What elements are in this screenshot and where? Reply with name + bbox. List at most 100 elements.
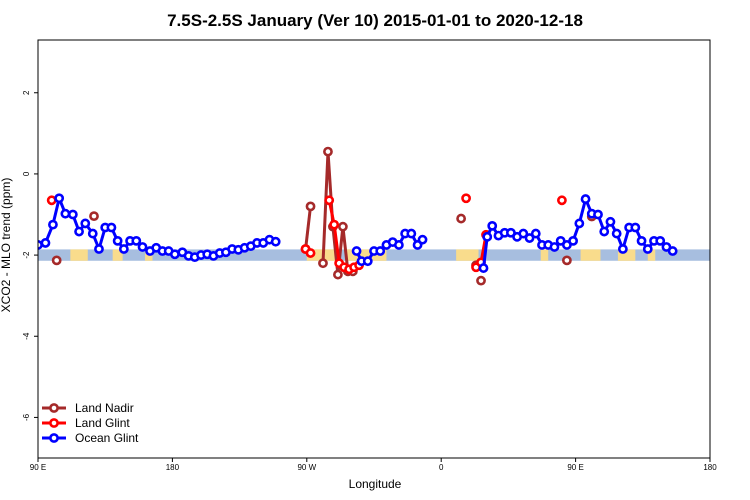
data-point — [580, 194, 591, 204]
data-point — [599, 226, 610, 237]
data-point — [112, 235, 123, 246]
data-point — [106, 222, 117, 233]
y-tick-label: -4 — [22, 332, 31, 340]
data-point — [337, 221, 348, 232]
data-point — [48, 219, 58, 230]
land-band-segment — [306, 249, 337, 261]
land-band-segment — [112, 249, 123, 261]
data-point — [636, 235, 647, 246]
land-band-segment — [346, 249, 387, 261]
x-tick-label: 180 — [703, 463, 717, 472]
data-point — [80, 218, 91, 229]
data-point — [46, 195, 57, 206]
data-point — [305, 201, 316, 212]
data-point — [667, 246, 678, 256]
x-axis-label: Longitude — [349, 477, 402, 491]
data-point — [617, 244, 628, 254]
data-point — [574, 218, 585, 229]
data-point — [417, 234, 428, 245]
data-point — [74, 226, 84, 237]
chart-title: 7.5S-2.5S January (Ver 10) 2015-01-01 to… — [167, 11, 583, 30]
data-point — [333, 269, 343, 280]
data-point — [406, 228, 417, 239]
legend-label: Ocean Glint — [75, 431, 139, 445]
y-axis-label: XCO2 - MLO trend (ppm) — [0, 178, 13, 313]
data-point — [642, 244, 653, 254]
data-point — [323, 146, 333, 157]
data-point — [169, 249, 180, 260]
data-point — [94, 244, 104, 254]
data-point — [530, 228, 541, 239]
data-point — [131, 235, 142, 246]
land-band-segment — [580, 249, 601, 261]
land-band-segment — [70, 249, 88, 261]
x-tick-label: 90 W — [297, 463, 316, 472]
y-tick-label: -6 — [22, 413, 31, 421]
legend-label: Land Nadir — [75, 401, 134, 415]
series-line — [304, 206, 312, 250]
data-point — [324, 195, 335, 206]
data-point — [476, 275, 486, 286]
data-point — [655, 235, 666, 246]
data-point — [630, 222, 641, 233]
y-tick-label: -2 — [22, 251, 31, 259]
data-point — [456, 213, 467, 224]
data-point — [89, 211, 99, 222]
legend-swatch-marker — [49, 433, 59, 443]
data-point — [51, 255, 62, 266]
data-point — [557, 195, 567, 206]
y-tick-label: 2 — [22, 90, 31, 95]
data-point — [568, 235, 579, 246]
series-land-glint — [46, 193, 567, 275]
legend-item-ocean-glint: Ocean Glint — [42, 431, 139, 445]
data-point — [518, 228, 529, 239]
data-point — [393, 240, 404, 250]
land-band-segment — [540, 249, 549, 261]
x-tick-label: 90 E — [567, 463, 583, 472]
data-point — [482, 231, 493, 242]
land-band-segment — [456, 249, 479, 261]
data-point — [487, 220, 498, 231]
data-point — [60, 208, 71, 219]
data-point — [351, 246, 362, 256]
data-point — [305, 248, 316, 258]
data-point — [605, 216, 616, 227]
land-band-segment — [617, 249, 636, 261]
data-point — [611, 228, 622, 239]
x-tick-label: 90 E — [30, 463, 46, 472]
data-point — [40, 238, 51, 248]
data-point — [87, 228, 98, 239]
data-point — [561, 255, 572, 266]
data-point — [362, 256, 373, 267]
x-tick-label: 180 — [166, 463, 180, 472]
series-ocean-glint — [38, 193, 678, 273]
data-point — [478, 263, 489, 273]
legend-item-land-nadir: Land Nadir — [42, 401, 134, 415]
plot-area — [38, 146, 710, 286]
y-tick-label: 0 — [22, 171, 31, 176]
axes: 90 E 180 90 W 0 90 E 180 -6 -4 -2 0 2 — [22, 39, 717, 472]
data-point — [329, 219, 340, 230]
data-point — [270, 236, 281, 247]
plot-frame — [37, 39, 711, 459]
data-point — [54, 193, 65, 204]
data-point — [118, 244, 129, 254]
data-point — [593, 209, 603, 220]
data-point — [549, 242, 560, 252]
x-tick-label: 0 — [439, 463, 444, 472]
data-point — [137, 242, 148, 252]
plot-content — [38, 146, 710, 286]
legend-label: Land Glint — [75, 416, 130, 430]
data-point — [524, 233, 535, 243]
data-point — [67, 209, 78, 220]
legend-swatch-marker — [49, 403, 59, 413]
series-land-nadir — [51, 146, 597, 286]
legend-swatch-marker — [49, 418, 59, 428]
land-band-segment — [647, 249, 656, 261]
data-point — [318, 258, 328, 269]
data-point — [375, 246, 386, 256]
legend-item-land-glint: Land Glint — [42, 416, 130, 430]
data-point — [461, 193, 471, 204]
